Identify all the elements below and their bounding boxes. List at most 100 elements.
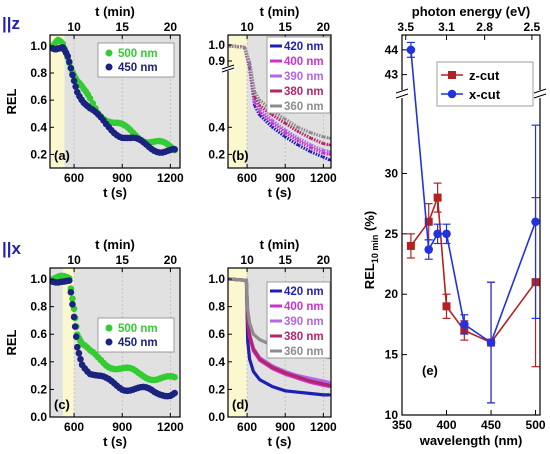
data-point [77,355,84,363]
axis-break-mark [533,88,547,94]
data-point [406,45,416,55]
top-axis-label: t (min) [260,237,300,252]
y-tick-label: 0.4 [208,355,225,369]
data-point [309,131,312,135]
plot-frame [227,34,332,169]
x-tick-label: 900 [275,171,295,185]
panel-label: (b) [232,148,249,163]
data-point [258,108,262,111]
y-tick-label: 0.8 [30,66,47,80]
top-tick-label: 20 [164,253,178,267]
data-point [309,392,312,395]
row-label-z: ||z [2,14,20,33]
legend-label: 500 nm [118,323,158,335]
x-tick-label: 600 [64,171,84,185]
axis-break-mark [221,67,235,73]
top-tick-label: 15 [116,20,130,34]
data-point [283,117,287,121]
top-tick-label: 15 [279,20,293,34]
x-axis-label: t (s) [103,185,127,200]
data-point [271,385,274,388]
legend-label: 420 nm [284,41,324,53]
x-axis-label: t (s) [268,185,292,200]
x-tick-label: 1200 [157,420,184,434]
y-tick-label: 0.6 [30,327,47,341]
y-tick-label: 44 [385,43,399,57]
data-point [171,389,178,397]
x-tick-label: 1200 [157,171,184,185]
y-tick-label: 15 [385,348,399,362]
y-axis-label: REL10 min (%) [362,211,380,289]
x-tick-label: 450 [481,418,501,432]
y-tick-label: 1.0 [208,38,225,52]
y-tick-label: 0.6 [208,327,225,341]
data-point [283,128,287,132]
x-tick-label: 1200 [310,171,337,185]
data-point [258,357,262,361]
data-point [89,100,97,107]
top-tick-label: 2.8 [476,20,493,34]
top-tick-label: 3.5 [397,20,414,34]
data-point [258,104,262,107]
data-point [322,155,325,159]
top-tick-label: 15 [116,253,130,267]
data-point [322,135,325,139]
data-point [531,217,540,227]
x-tick-label: 900 [112,171,132,185]
data-point [296,125,300,129]
data-point [69,301,76,308]
y-tick-label: 0.9 [208,54,225,68]
data-point [252,370,255,373]
light-region [228,268,248,417]
axis-break [534,90,546,98]
y-tick-label: 1.0 [30,272,47,286]
data-point [433,193,442,202]
data-point [71,323,79,330]
y-tick-label: 10 [385,408,399,422]
chart-panels: 600 900 1200 t (s) 10 15 20 t (min) 0.2 0.4 0.6 0.8… [4,4,547,449]
legend-label: 380 nm [284,86,324,98]
legend-label: 450 nm [118,62,158,74]
data-point [296,136,300,140]
top-axis-label: t (min) [95,237,135,252]
top-tick-label: 10 [240,253,254,267]
data-point [70,77,78,85]
y-axis-label-main: REL [362,263,377,289]
x-tick-label: 400 [437,418,457,432]
data-point [296,130,300,133]
panel-label: (d) [232,397,249,412]
data-point [309,136,312,140]
data-point [328,381,332,384]
legend-marker [447,89,457,99]
y-tick-label: 0.2 [30,382,47,396]
data-point [253,90,257,94]
panel-a: 600 900 1200 t (s) 10 15 20 t (min) 0.2 0.4 0.6 0.8… [4,4,184,200]
data-point [246,308,250,311]
legend-marker [105,49,113,57]
axis-break-mark [395,88,409,94]
data-point [283,121,287,125]
y-tick-label: 0.2 [208,147,225,161]
data-point [296,390,300,394]
y-tick-label: 30 [385,166,399,180]
data-point [243,45,246,49]
data-point [86,95,94,102]
data-point [309,150,312,154]
data-point [67,288,75,296]
y-tick-label: 0.8 [30,300,47,314]
y-axis-label: REL [4,88,19,114]
legend-box [97,42,175,78]
data-point [252,332,255,336]
data-point [248,357,251,361]
data-point [171,145,178,153]
panel-label: (e) [422,363,438,378]
data-point [296,143,300,147]
legend-marker [448,71,456,79]
data-point [433,229,442,239]
plot-frame [49,34,181,169]
legend-label: z-cut [469,68,500,83]
panel-b: 600 900 1200 t (s) 10 15 20 t (min) 0.2 0.4 0.9 1.0… [208,4,337,200]
data-point [322,393,325,397]
y-tick-label: 20 [385,287,399,301]
data-point [65,277,73,284]
